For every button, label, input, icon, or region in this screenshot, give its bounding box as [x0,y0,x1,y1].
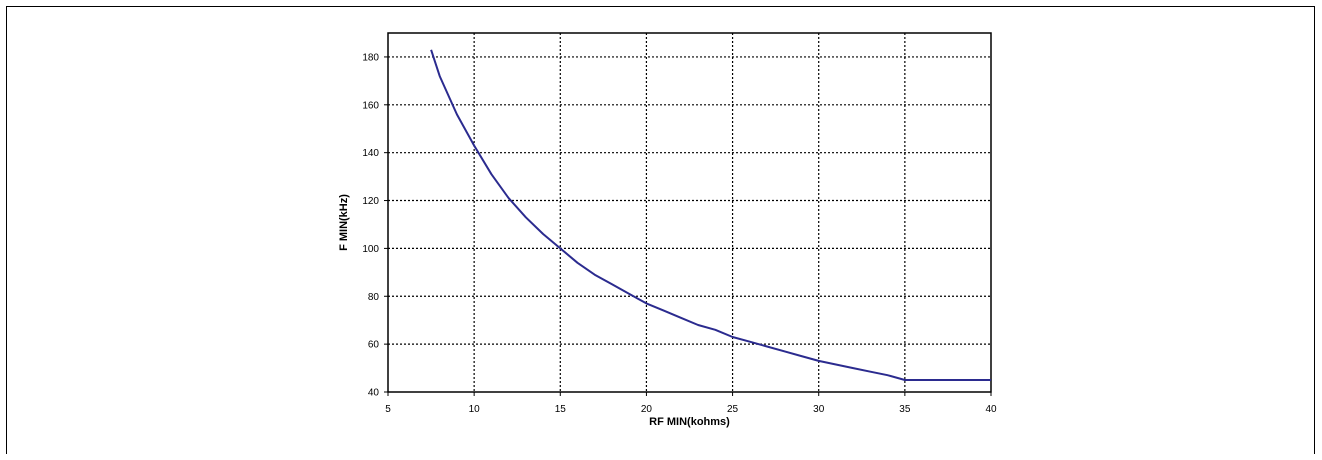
grid [388,33,991,392]
y-tick-label: 120 [362,196,379,207]
x-tick-label: 35 [899,404,911,415]
y-axis: 40 60 80 100 120 140 160 180 [362,52,388,399]
y-tick-label: 60 [368,340,380,351]
y-tick-label: 40 [368,388,380,399]
figure-frame [6,6,1315,454]
series-line [430,49,991,381]
y-tick-label: 140 [362,148,379,159]
x-tick-label: 40 [985,404,997,415]
x-tick-label: 5 [385,404,391,415]
plot-area [387,32,992,393]
x-tick-label: 20 [641,404,653,415]
y-axis-title: F MIN(kHz) [338,194,350,251]
y-tick-label: 80 [368,292,380,303]
x-tick-label: 25 [727,404,739,415]
y-tick-label: 160 [362,100,379,111]
x-tick-label: 15 [555,404,567,415]
series-layer [430,49,991,381]
x-axis-title: RF MIN(kohms) [649,416,730,428]
x-tick-label: 10 [469,404,481,415]
x-axis: 5 10 15 20 25 30 35 40 [385,392,997,415]
x-tick-label: 30 [813,404,825,415]
y-tick-label: 180 [362,52,379,63]
y-tick-label: 100 [362,244,379,255]
